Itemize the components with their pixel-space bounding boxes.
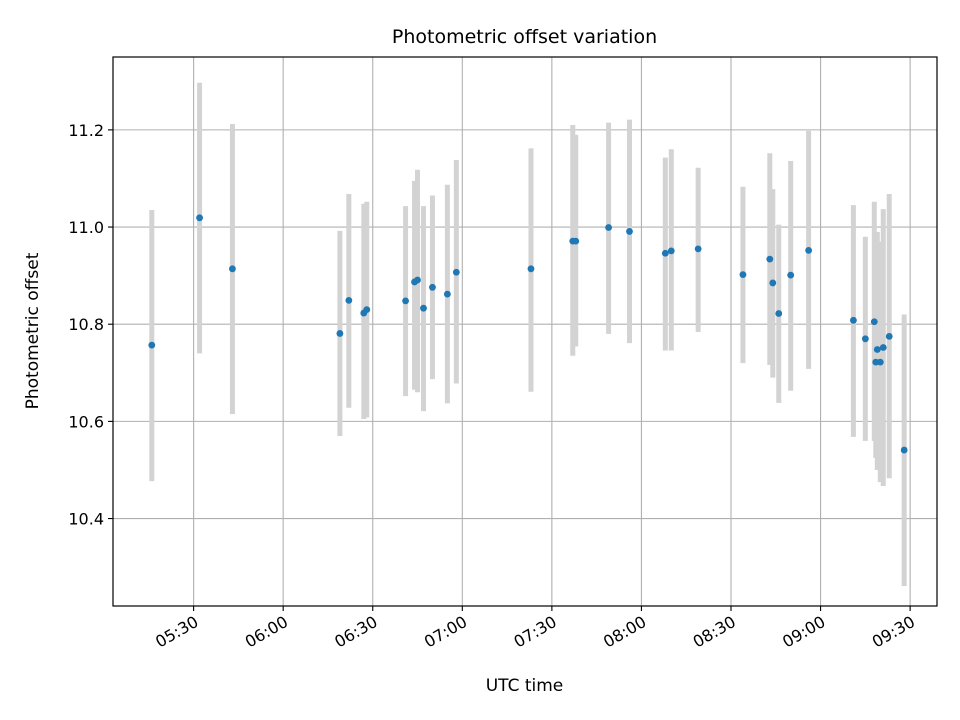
y-axis-ticks: 10.4 10.6 10.8 11.0 11.2 bbox=[68, 121, 113, 529]
data-point bbox=[345, 297, 353, 304]
data-point bbox=[876, 358, 884, 366]
data-point bbox=[775, 310, 783, 317]
data-points bbox=[148, 214, 908, 454]
data-point bbox=[336, 330, 344, 337]
x-axis-title: UTC time bbox=[486, 676, 564, 696]
y-axis-title: Photometric offset bbox=[23, 252, 43, 409]
y-tick-label: 10.6 bbox=[68, 412, 104, 431]
data-point bbox=[861, 335, 869, 343]
data-point bbox=[229, 265, 236, 273]
data-point bbox=[414, 276, 421, 284]
data-point bbox=[363, 306, 371, 314]
data-point bbox=[769, 279, 777, 287]
data-point bbox=[805, 246, 813, 254]
data-point bbox=[420, 304, 427, 312]
data-point bbox=[787, 271, 795, 279]
data-point bbox=[661, 249, 669, 257]
plot-frame bbox=[112, 56, 938, 607]
data-point bbox=[766, 255, 774, 263]
data-point bbox=[870, 318, 878, 326]
data-point bbox=[850, 316, 857, 324]
data-point bbox=[900, 446, 908, 454]
y-tick-label: 10.4 bbox=[68, 510, 104, 529]
data-point bbox=[626, 228, 633, 235]
data-point bbox=[402, 297, 409, 305]
data-point bbox=[443, 290, 451, 298]
data-point bbox=[452, 268, 460, 276]
y-tick-label: 11.0 bbox=[68, 218, 104, 237]
data-point bbox=[885, 332, 893, 340]
data-point bbox=[873, 346, 881, 353]
data-point bbox=[667, 247, 675, 255]
data-point bbox=[605, 224, 612, 231]
data-point bbox=[739, 271, 747, 279]
data-point bbox=[429, 283, 436, 291]
data-point bbox=[879, 344, 887, 351]
chart-title: Photometric offset variation bbox=[392, 26, 657, 48]
data-point bbox=[527, 265, 535, 273]
data-point bbox=[196, 214, 203, 222]
y-tick-label: 10.8 bbox=[68, 315, 104, 334]
data-point bbox=[572, 237, 580, 245]
grid bbox=[113, 57, 937, 606]
y-tick-label: 11.2 bbox=[68, 121, 104, 140]
data-point bbox=[148, 341, 156, 349]
data-point bbox=[694, 245, 702, 253]
